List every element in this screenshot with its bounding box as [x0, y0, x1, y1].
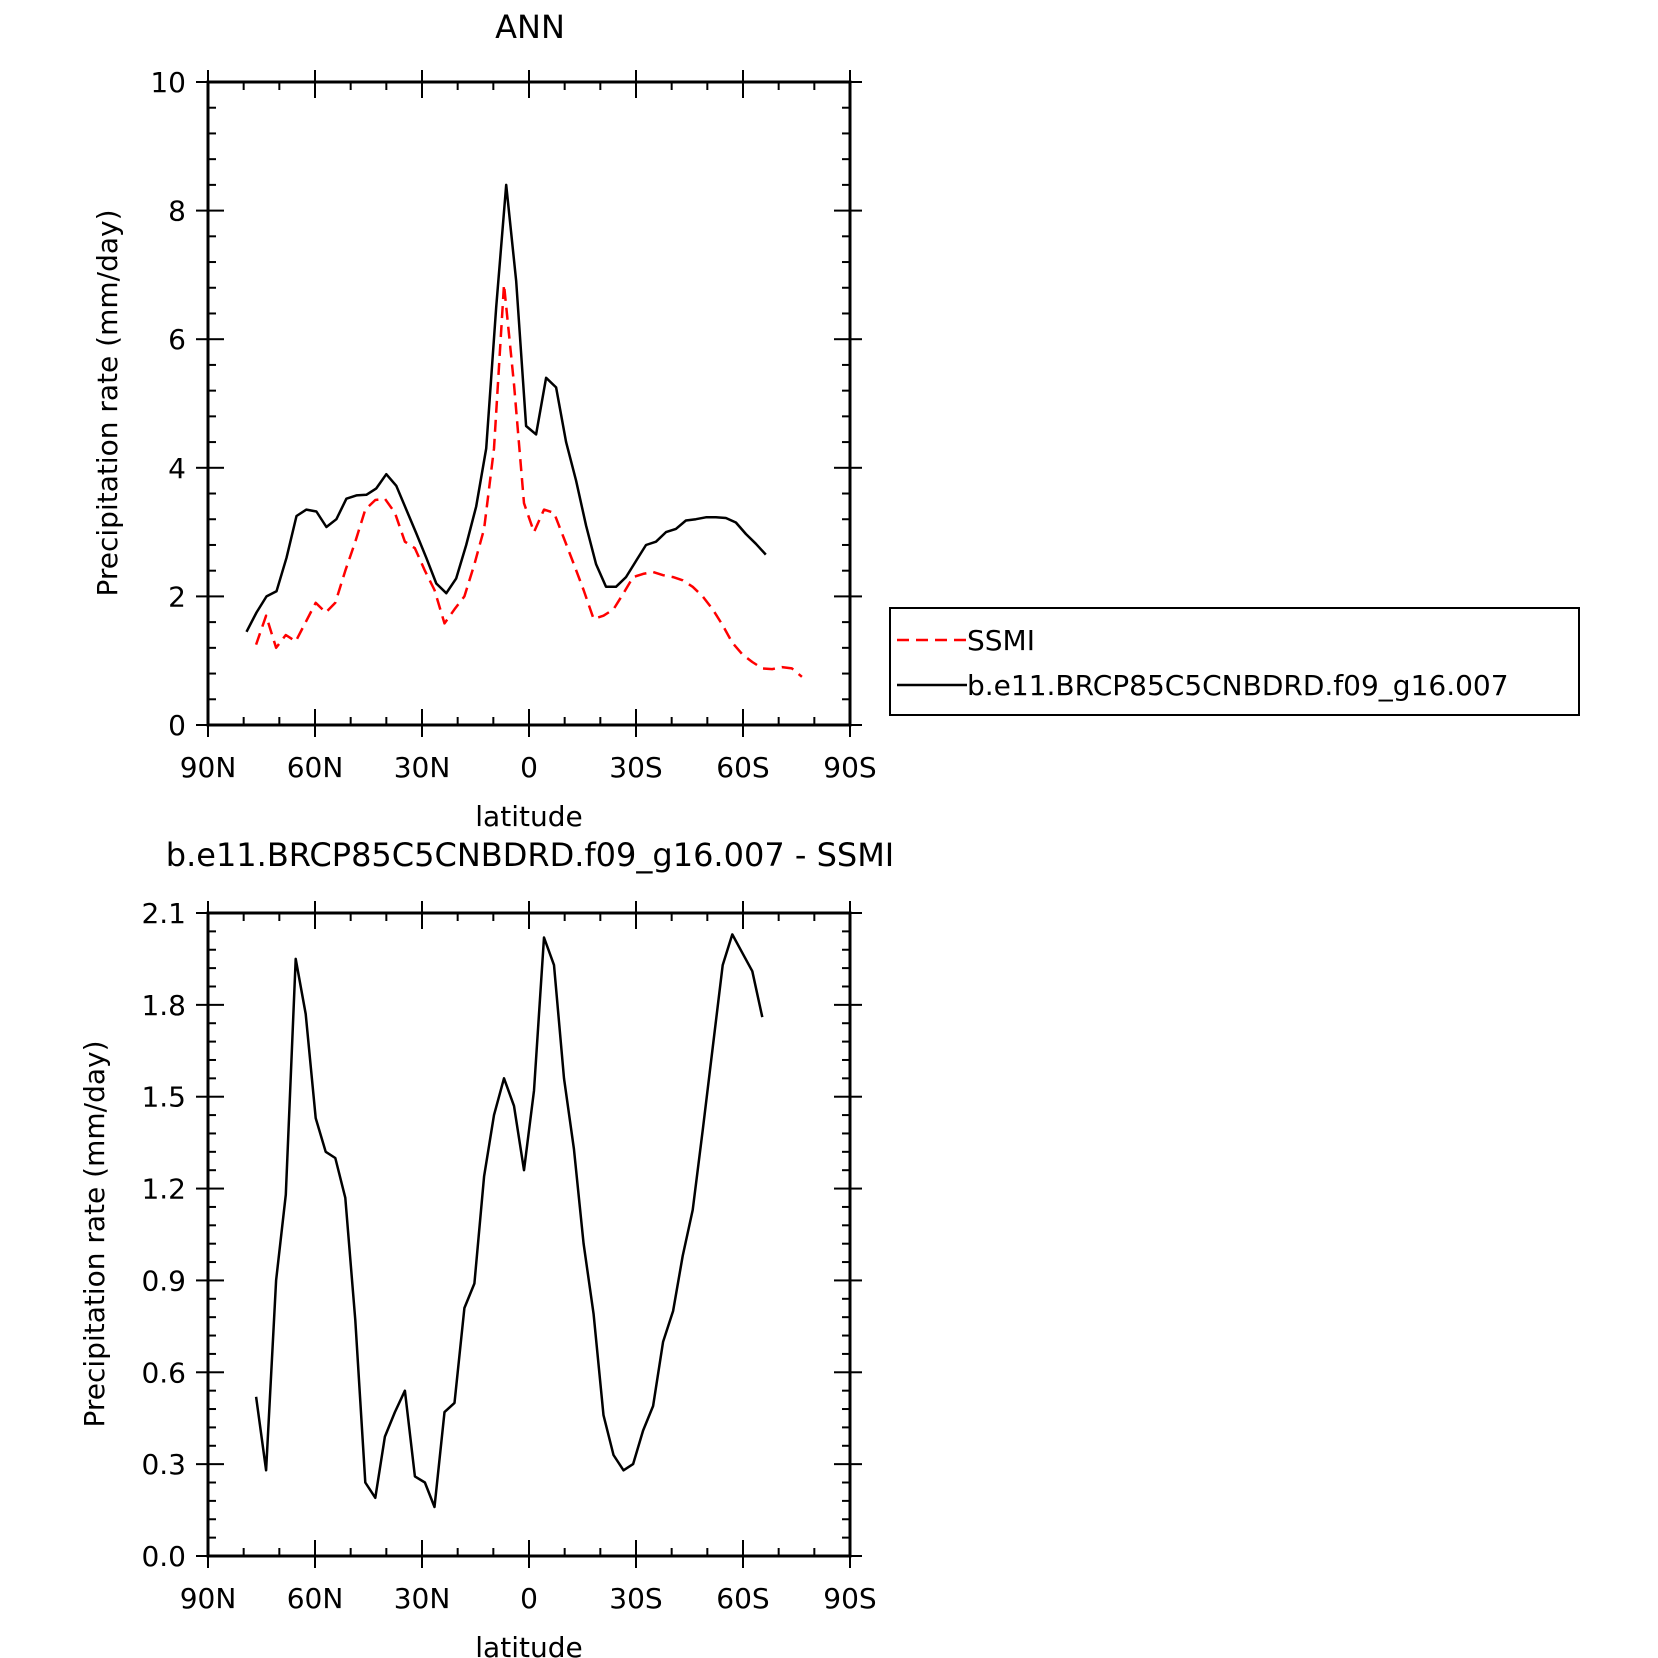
y-tick-label: 0.0	[141, 1540, 186, 1573]
x-tick-label: 90N	[180, 751, 237, 784]
plot-frame	[206, 80, 852, 727]
y-tick-label: 2.1	[141, 897, 186, 930]
y-tick-label: 0.9	[141, 1264, 186, 1297]
y-tick-label: 1.8	[141, 989, 186, 1022]
plot-frame	[206, 911, 852, 1558]
series-line-1	[245, 183, 767, 633]
x-tick-label: 60S	[716, 1582, 769, 1615]
series-layer	[254, 933, 764, 1509]
y-tick-label: 2	[168, 580, 186, 613]
x-tick-label: 60N	[287, 1582, 344, 1615]
y-tick-label: 0.3	[141, 1448, 186, 1481]
x-tick-label: 90S	[823, 751, 876, 784]
x-tick-label: 60N	[287, 751, 344, 784]
y-tick-label: 1.5	[141, 1081, 186, 1114]
x-tick-label: 30N	[394, 751, 451, 784]
series-line-0	[254, 283, 803, 678]
x-axis-label: latitude	[475, 800, 582, 833]
x-tick-label: 30S	[609, 751, 662, 784]
y-axis-label: Precipitation rate (mm/day)	[91, 209, 124, 596]
y-tick-label: 6	[168, 323, 186, 356]
x-tick-label: 30N	[394, 1582, 451, 1615]
ticks: 90N 60N 30N 0 30S 60S 90S 0 2 4 6 8 10	[150, 66, 876, 784]
y-tick-label: 1.2	[141, 1173, 186, 1206]
series-layer	[245, 183, 803, 678]
precip-panel-bottom: b.e11.BRCP85C5CNBDRD.f09_g16.007 - SSMI …	[78, 836, 894, 1658]
x-tick-label: 0	[520, 751, 538, 784]
x-tick-label: 30S	[609, 1582, 662, 1615]
legend-label-model: b.e11.BRCP85C5CNBDRD.f09_g16.007	[967, 669, 1509, 702]
y-tick-label: 8	[168, 195, 186, 228]
legend: SSMI b.e11.BRCP85C5CNBDRD.f09_g16.007	[889, 607, 1580, 716]
y-tick-label: 10	[150, 66, 186, 99]
y-tick-label: 0	[168, 709, 186, 742]
y-tick-label: 4	[168, 452, 186, 485]
chart-title: b.e11.BRCP85C5CNBDRD.f09_g16.007 - SSMI	[166, 836, 894, 874]
legend-box	[889, 607, 1580, 716]
x-tick-label: 0	[520, 1582, 538, 1615]
series-line-0	[254, 933, 764, 1509]
chart-title: ANN	[495, 8, 565, 46]
x-axis-label: latitude	[475, 1631, 582, 1658]
precip-panel-top: ANN 90N 60N 30N 0 30S 60S 90S 0 2 4 6 8 10 Precipita…	[91, 8, 1580, 833]
legend-label-ssmi: SSMI	[967, 624, 1035, 657]
x-tick-label: 90N	[180, 1582, 237, 1615]
ticks: 90N 60N 30N 0 30S 60S 90S 0.0 0.3 0.6 0.9 1.2 1.5 1.8…	[141, 897, 876, 1615]
y-tick-label: 0.6	[141, 1356, 186, 1389]
x-tick-label: 60S	[716, 751, 769, 784]
x-tick-label: 90S	[823, 1582, 876, 1615]
y-axis-label: Precipitation rate (mm/day)	[78, 1040, 111, 1427]
